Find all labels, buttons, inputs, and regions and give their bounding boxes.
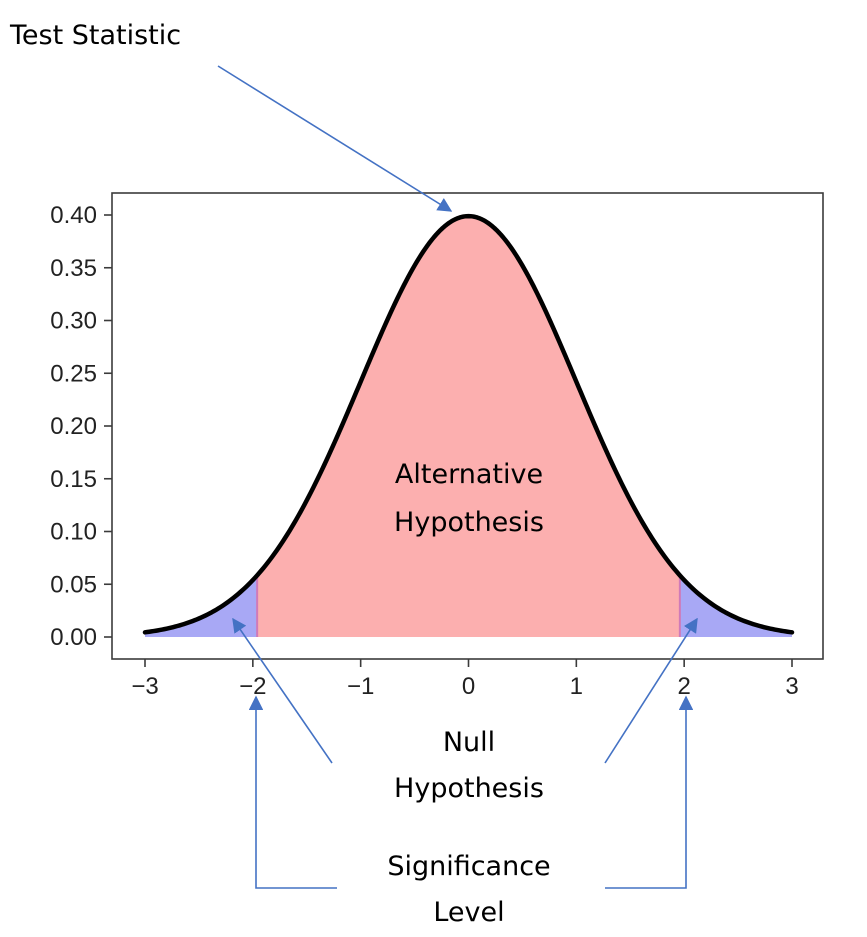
x-tick-label: −1: [347, 673, 374, 700]
test-statistic-arrow: [217, 65, 453, 212]
y-tick-label: 0.30: [50, 308, 97, 335]
null-hypothesis-label-line1: Null: [443, 727, 495, 758]
y-tick-label: 0.10: [50, 519, 97, 546]
shaded-regions: [145, 216, 792, 637]
null-hypothesis-arrow-right: [604, 617, 698, 764]
significance-level-arrow-right: [605, 695, 694, 889]
y-axis: 0.00 0.05 0.10 0.15 0.20 0.25 0.30 0.35 0.40: [50, 202, 112, 651]
shaded-region-2: [679, 575, 792, 637]
y-tick-label: 0.05: [50, 571, 97, 598]
null-hypothesis-label-line2: Hypothesis: [394, 773, 544, 804]
null-hypothesis-arrow-left: [232, 617, 333, 764]
y-tick-label: 0.00: [50, 624, 97, 651]
density-curve: [142, 213, 795, 635]
shaded-region-1: [257, 216, 680, 637]
x-tick-label: 0: [462, 673, 475, 700]
test-statistic-label: Test Statistic: [9, 20, 181, 51]
significance-level-label-line1: Significance: [387, 851, 550, 882]
alternative-hypothesis-label-line2: Hypothesis: [394, 507, 544, 538]
x-tick-label: 3: [785, 673, 798, 700]
x-tick-label: 1: [570, 673, 583, 700]
y-tick-label: 0.25: [50, 360, 97, 387]
x-tick-label: −2: [239, 673, 266, 700]
significance-level-arrow-left: [248, 695, 337, 889]
y-tick-label: 0.35: [50, 255, 97, 282]
y-tick-label: 0.20: [50, 413, 97, 440]
y-tick-label: 0.40: [50, 202, 97, 229]
shaded-region-0: [145, 575, 258, 637]
alternative-hypothesis-label-line1: Alternative: [395, 459, 543, 490]
density-curve-layer: [142, 213, 795, 635]
x-tick-label: −3: [131, 673, 158, 700]
y-tick-label: 0.15: [50, 466, 97, 493]
x-tick-label: 2: [677, 673, 690, 700]
x-axis: −3 −2 −1 0 1 2 3: [131, 659, 799, 700]
significance-level-label-line2: Level: [433, 897, 504, 928]
